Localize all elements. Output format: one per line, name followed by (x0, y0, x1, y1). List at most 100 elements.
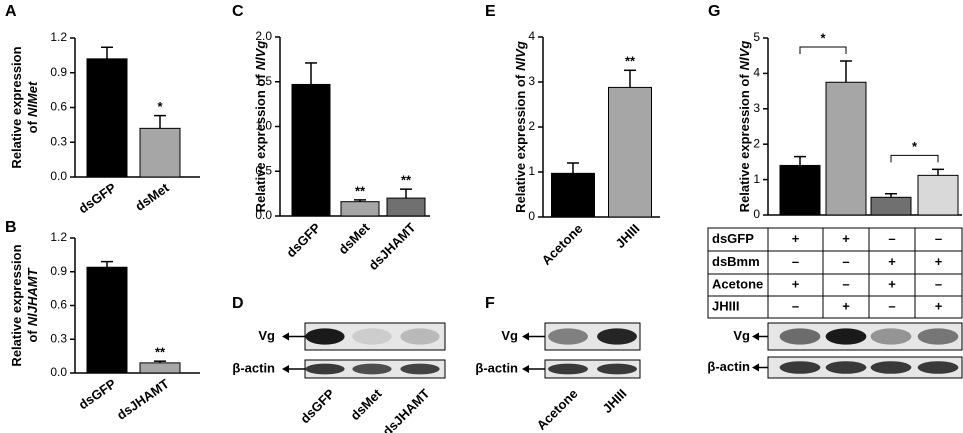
blot-band (597, 363, 637, 375)
bar (608, 86, 652, 218)
y-tick-label: 0.9 (50, 65, 67, 79)
y-tick-label: 1 (528, 164, 535, 178)
y-axis-label: Relative expression of NlVg (737, 41, 752, 213)
y-tick-label: 2 (528, 119, 535, 133)
blot-band (597, 328, 637, 345)
y-tick-label: 0.3 (50, 134, 67, 148)
significance: * (820, 30, 826, 45)
table-cell: – (842, 276, 849, 291)
y-tick-label: 0 (753, 207, 760, 221)
blot-band (917, 328, 959, 345)
panel-label: D (232, 295, 244, 312)
bar (139, 127, 181, 178)
y-tick-label: 2.0 (255, 29, 272, 43)
table-cell: + (792, 231, 800, 246)
blot-band (870, 361, 912, 374)
table-cell: – (935, 276, 942, 291)
blot-band (305, 328, 345, 345)
arrow-head (752, 332, 759, 341)
significance: * (912, 139, 918, 154)
y-tick-label: 0.5 (255, 163, 272, 177)
table-row-label: dsGFP (712, 231, 754, 246)
panel-label: G (708, 3, 720, 20)
blot-band (400, 363, 440, 375)
bracket (799, 46, 847, 55)
table-cell: – (935, 231, 942, 246)
blot-band (548, 328, 588, 345)
blot-band (825, 361, 867, 374)
x-tick-label: dsJHAMT (366, 220, 419, 273)
y-axis-label-part: NlVg (737, 41, 752, 71)
arrow-head (752, 363, 759, 372)
bar (870, 196, 912, 216)
significance: ** (155, 345, 166, 360)
y-axis-label-part: NlVg (253, 41, 268, 71)
y-axis-label-part: Relative expression of (737, 74, 752, 213)
x-tick-label: dsGFP (76, 376, 119, 413)
y-tick-label: 3 (753, 101, 760, 115)
significance: ** (355, 183, 366, 198)
bar (139, 362, 181, 374)
bar (779, 164, 821, 216)
table-cell: + (888, 276, 896, 291)
bar (917, 174, 959, 216)
table-cell: + (935, 298, 943, 313)
blot-lane-label: JHIII (600, 386, 630, 416)
bar (86, 266, 128, 374)
significance: ** (625, 54, 636, 69)
y-tick-label: 0 (528, 209, 535, 223)
arrow-head (522, 332, 529, 341)
blot-row-label: Vg (258, 328, 275, 343)
table-row-label: JHIII (712, 298, 739, 313)
y-axis-label-part: NlJHAMT (25, 267, 40, 326)
y-tick-label: 0.0 (255, 208, 272, 222)
table-cell: – (842, 254, 849, 269)
y-tick-label: 0.6 (50, 298, 67, 312)
blot-lane-label: dsMet (347, 385, 385, 423)
table-cell: – (888, 231, 895, 246)
blot-lane-label: dsJHAMT (380, 386, 433, 433)
bar (86, 58, 128, 178)
y-tick-label: 0.3 (50, 331, 67, 345)
y-tick-label: 2 (753, 136, 760, 150)
significance: ** (401, 173, 412, 188)
table-cell: + (842, 298, 850, 313)
y-axis-label-part: NlMet (25, 81, 40, 117)
blot-band (548, 363, 588, 375)
y-axis-label-part: Relative expression (9, 46, 24, 168)
blot-band (352, 363, 392, 375)
blot-band (305, 363, 345, 375)
y-axis-label: Relative expression (9, 46, 24, 168)
x-tick-label: JHIII (613, 221, 643, 251)
y-axis-label-part: Relative expression of (253, 74, 268, 213)
blot-band (779, 361, 821, 374)
y-axis-label: Relative expression of NlVg (253, 41, 268, 213)
bar (291, 83, 331, 217)
y-tick-label: 0.9 (50, 264, 67, 278)
table-cell: + (842, 231, 850, 246)
significance: * (157, 99, 163, 114)
blot-lane-label: dsGFP (297, 386, 337, 426)
y-tick-label: 1.0 (255, 119, 272, 133)
y-axis-label-part: NlVg (513, 41, 528, 71)
table-row-label: dsBmm (712, 254, 760, 269)
y-axis-label-part: of (25, 330, 40, 343)
arrow-head (282, 332, 289, 341)
y-tick-label: 4 (528, 29, 535, 43)
blot-band (400, 328, 440, 345)
arrow-head (282, 365, 289, 373)
panel-label: C (232, 3, 244, 20)
y-axis-label: of NlJHAMT (25, 267, 40, 342)
blot-lane-label: Acetone (534, 386, 581, 433)
x-tick-label: dsMet (335, 219, 373, 257)
y-tick-label: 1.2 (50, 30, 67, 44)
blot-band (870, 328, 912, 345)
x-tick-label: dsMet (132, 180, 172, 214)
bar (551, 172, 595, 218)
y-tick-label: 1.2 (50, 230, 67, 244)
bracket (890, 154, 939, 163)
y-axis-label-part: of (25, 120, 40, 133)
table-cell: + (888, 254, 896, 269)
x-tick-label: dsGFP (283, 220, 323, 260)
y-axis-label: Relative expression of NlVg (513, 41, 528, 213)
